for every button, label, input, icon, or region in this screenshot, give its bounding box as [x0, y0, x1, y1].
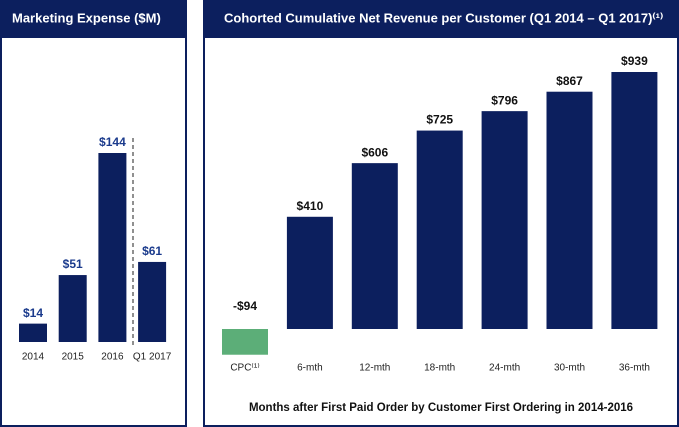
- x-tick-label: 12-mth: [359, 363, 390, 374]
- bar: [19, 323, 47, 342]
- x-tick-label: 18-mth: [424, 363, 455, 374]
- value-label: $61: [142, 244, 162, 258]
- value-label: $14: [23, 306, 43, 320]
- value-label: $606: [361, 145, 388, 159]
- x-tick-label: 36-mth: [619, 363, 650, 374]
- value-label: $796: [491, 93, 518, 107]
- value-label: -$94: [233, 299, 257, 313]
- bar: [351, 163, 398, 329]
- value-label: $939: [621, 54, 648, 68]
- value-label: $144: [99, 135, 126, 149]
- bar: [611, 72, 658, 329]
- chart-title: Cohorted Cumulative Net Revenue per Cust…: [224, 10, 663, 25]
- left-header: [0, 0, 187, 38]
- bar: [222, 329, 268, 355]
- bar: [58, 275, 87, 342]
- x-tick-label: 2014: [22, 352, 45, 363]
- bar: [98, 153, 127, 342]
- value-label: $51: [63, 257, 83, 271]
- x-tick-label: Q1 2017: [133, 352, 172, 363]
- x-tick-label: 2016: [101, 352, 124, 363]
- x-tick-label: 2015: [62, 352, 85, 363]
- bar: [416, 130, 463, 329]
- bar: [286, 216, 333, 329]
- bar: [546, 91, 593, 329]
- x-axis-label: Months after First Paid Order by Custome…: [249, 402, 633, 414]
- chart-title: Marketing Expense ($M): [12, 10, 161, 25]
- x-tick-label: 24-mth: [489, 363, 520, 374]
- bar: [481, 111, 528, 329]
- x-tick-label: 6-mth: [297, 363, 323, 374]
- value-label: $410: [297, 199, 324, 213]
- x-tick-label: 30-mth: [554, 363, 585, 374]
- bar: [138, 261, 167, 342]
- right-header: [203, 0, 679, 38]
- x-tick-label: CPC⁽¹⁾: [230, 363, 259, 374]
- value-label: $867: [556, 74, 583, 88]
- value-label: $725: [426, 113, 453, 127]
